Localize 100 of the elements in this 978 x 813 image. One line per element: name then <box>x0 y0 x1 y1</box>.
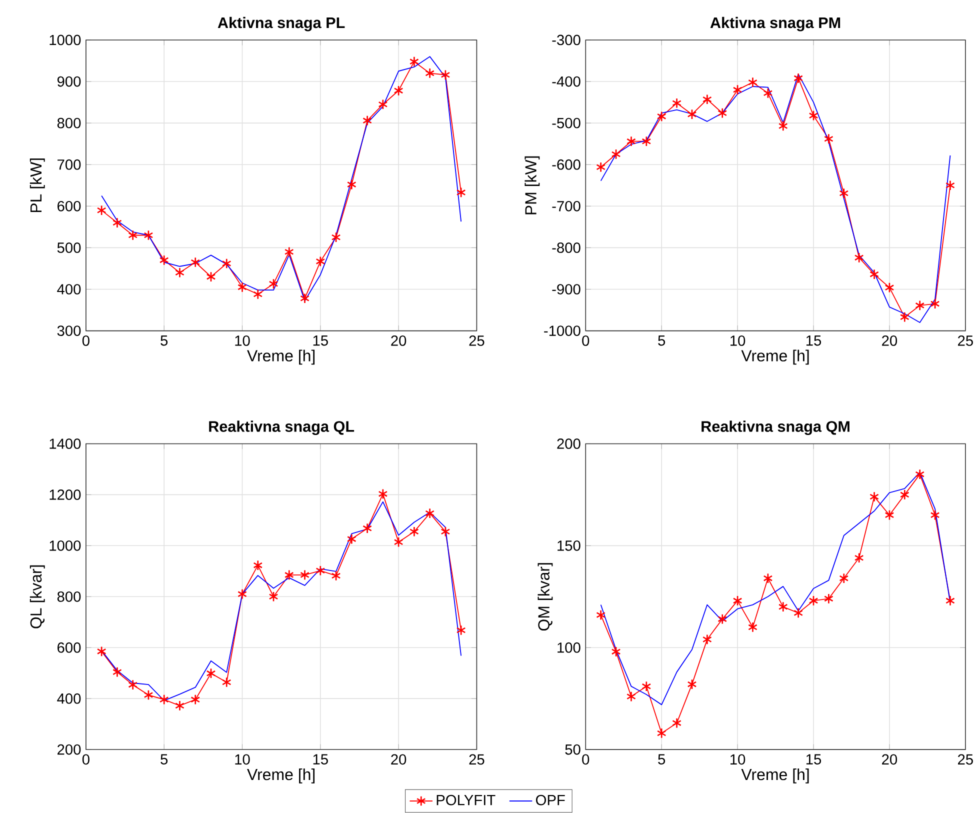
point <box>362 523 372 534</box>
point <box>748 77 758 88</box>
y-tick-label: 1200 <box>50 490 81 500</box>
point <box>748 622 758 633</box>
point <box>732 84 742 96</box>
chart-title: Aktivna snaga PL <box>218 17 345 32</box>
point <box>854 552 864 564</box>
point <box>900 489 910 500</box>
point <box>687 109 697 120</box>
x-tick-label: 10 <box>730 336 746 346</box>
y-tick-label: -1000 <box>544 326 580 336</box>
x-tick-label: 25 <box>469 336 484 346</box>
point <box>854 252 864 264</box>
point <box>642 681 652 692</box>
x-tick-label: 5 <box>160 336 168 346</box>
point <box>112 218 122 228</box>
y-tick-label: 1400 <box>50 438 81 450</box>
y-axis-title: QL [kvar] <box>30 565 45 628</box>
point <box>656 728 666 739</box>
x-axis-title: Vreme [h] <box>741 768 809 784</box>
point <box>456 187 466 198</box>
point <box>409 56 419 68</box>
point <box>394 536 404 548</box>
point <box>930 298 940 310</box>
point <box>300 570 310 580</box>
point <box>238 282 247 293</box>
x-tick-label: 5 <box>658 336 666 346</box>
x-tick-label: 10 <box>730 754 746 765</box>
point <box>96 646 106 657</box>
point <box>794 608 804 618</box>
point <box>808 596 818 606</box>
x-tick-label: 15 <box>313 336 328 346</box>
y-axis-title: QM [kvar] <box>538 563 553 631</box>
x-tick-label: 20 <box>882 336 898 346</box>
y-tick-label: 300 <box>57 326 81 336</box>
point <box>346 179 356 190</box>
y-tick-label: 600 <box>58 201 81 212</box>
point <box>778 602 788 612</box>
point <box>870 492 879 502</box>
point <box>794 73 804 84</box>
point <box>687 679 697 690</box>
x-tick-label: 15 <box>313 754 328 765</box>
x-tick-label: 0 <box>82 336 90 346</box>
y-tick-label: -400 <box>552 76 580 87</box>
point <box>331 570 341 582</box>
x-tick-label: 5 <box>658 754 666 765</box>
point <box>763 573 773 584</box>
chart-title: Reaktivna snaga QM <box>702 420 850 436</box>
y-tick-label: 50 <box>565 744 580 755</box>
point <box>409 526 419 538</box>
point <box>456 625 466 636</box>
legend-label: OPF <box>536 795 565 806</box>
x-tick-label: 20 <box>882 754 898 765</box>
point <box>190 257 200 268</box>
x-tick-label: 10 <box>235 754 250 765</box>
x-tick-label: 25 <box>469 754 484 765</box>
point <box>642 136 652 147</box>
point <box>626 136 636 147</box>
point <box>190 694 200 706</box>
y-axis-title: PM [kW] <box>524 156 540 214</box>
point <box>362 115 372 126</box>
point <box>915 300 925 311</box>
point <box>778 120 788 132</box>
x-axis-title: Vreme [h] <box>247 350 315 365</box>
point <box>702 634 712 645</box>
y-tick-label: 500 <box>57 242 81 254</box>
point <box>884 510 894 521</box>
point <box>346 534 356 545</box>
point <box>144 230 154 241</box>
y-tick-label: 600 <box>58 642 81 653</box>
point <box>596 162 606 173</box>
x-axis-title: Vreme [h] <box>247 768 315 784</box>
point <box>159 694 169 706</box>
point <box>378 99 388 110</box>
y-tick-label: 150 <box>558 540 580 551</box>
y-tick-label: 200 <box>557 438 580 450</box>
point <box>900 312 910 323</box>
point <box>930 510 940 521</box>
x-tick-label: 5 <box>160 754 168 765</box>
y-tick-label: 1000 <box>50 34 81 46</box>
point <box>626 691 636 702</box>
y-tick-label: -600 <box>552 160 580 170</box>
point <box>596 610 606 620</box>
y-tick-label: -700 <box>552 201 580 212</box>
point <box>394 85 404 96</box>
x-tick-label: 0 <box>582 336 590 346</box>
point <box>144 690 154 700</box>
point <box>763 88 773 99</box>
point <box>128 230 138 241</box>
point <box>656 111 666 122</box>
point <box>672 718 682 729</box>
point <box>222 677 232 688</box>
point <box>253 289 263 300</box>
point <box>440 526 450 538</box>
point <box>331 232 341 243</box>
point <box>702 94 712 105</box>
point <box>732 596 742 606</box>
point <box>425 68 435 79</box>
y-tick-label: 700 <box>58 160 81 170</box>
point <box>946 596 955 606</box>
